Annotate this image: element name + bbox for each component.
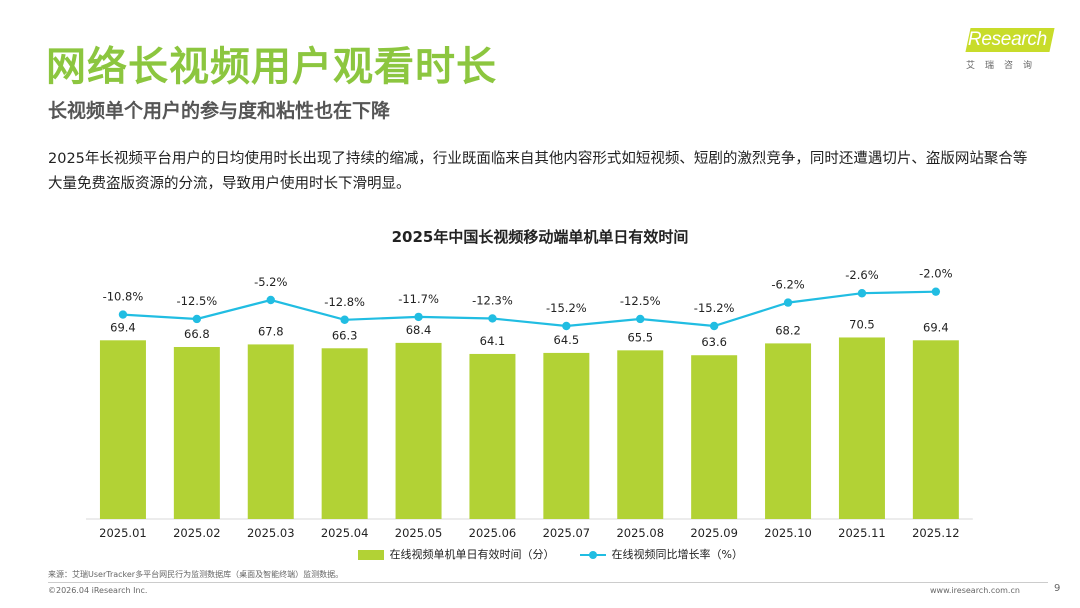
bar-2025.02: [173, 346, 220, 519]
x-tick-2025.06: 2025.06: [469, 526, 517, 540]
line-point-2025.07: [562, 321, 571, 331]
x-tick-2025.11: 2025.11: [838, 526, 886, 540]
line-label-2025.08: -12.5%: [620, 294, 661, 308]
copyright: ©2026.04 iResearch Inc.: [48, 586, 148, 595]
line-label-2025.04: -12.8%: [324, 295, 365, 309]
x-tick-2025.10: 2025.10: [764, 526, 812, 540]
legend-line-swatch: [580, 550, 606, 560]
bar-label-2025.08: 65.5: [627, 330, 653, 344]
page-subtitle: 长视频单个用户的参与度和粘性也在下降: [48, 100, 391, 122]
legend-bar-swatch: [358, 550, 384, 560]
line-label-2025.03: -5.2%: [254, 275, 287, 289]
line-label-2025.06: -12.3%: [472, 293, 513, 307]
line-point-2025.08: [636, 314, 645, 324]
bar-label-2025.12: 69.4: [923, 320, 949, 334]
bar-2025.06: [469, 353, 516, 519]
line-point-2025.11: [857, 289, 867, 298]
x-tick-2025.12: 2025.12: [912, 526, 960, 540]
x-tick-2025.02: 2025.02: [173, 526, 221, 540]
bar-2025.08: [617, 350, 664, 519]
bar-2025.07: [543, 352, 590, 519]
line-label-2025.11: -2.6%: [845, 268, 878, 282]
chart-legend: 在线视频单机单日有效时间（分） 在线视频同比增长率（%）: [358, 546, 765, 562]
body-paragraph: 2025年长视频平台用户的日均使用时长出现了持续的缩减，行业既面临来自其他内容形…: [48, 151, 1028, 192]
bar-label-2025.07: 64.5: [554, 333, 580, 347]
x-tick-2025.07: 2025.07: [543, 526, 591, 540]
bar-2025.03: [247, 344, 294, 519]
logo-cn-text: 艾瑞咨询: [966, 61, 1043, 71]
growth-line: [122, 290, 936, 328]
line-point-2025.01: [118, 310, 128, 319]
chart-title: 2025年中国长视频移动端单机单日有效时间: [391, 228, 689, 246]
line-label-2025.07: -15.2%: [546, 301, 587, 315]
line-label-2025.01: -10.8%: [103, 290, 144, 304]
bar-2025.01: [99, 340, 146, 519]
bar-label-2025.04: 66.3: [332, 328, 358, 342]
x-tick-2025.08: 2025.08: [616, 526, 664, 540]
line-point-2025.09: [709, 321, 719, 331]
bar-label-2025.06: 64.1: [480, 334, 506, 348]
line-point-2025.12: [931, 287, 941, 296]
iresearch-logo: iResearch 艾瑞咨询: [962, 26, 1062, 74]
line-point-2025.05: [414, 312, 423, 322]
legend-item-bar: 在线视频单机单日有效时间（分）: [358, 546, 555, 562]
line-point-2025.02: [192, 314, 202, 324]
x-tick-2025.04: 2025.04: [321, 526, 369, 540]
bar-2025.12: [912, 340, 959, 519]
bar-label-2025.05: 68.4: [406, 323, 432, 337]
bar-label-2025.01: 69.4: [110, 320, 136, 334]
bar-2025.11: [838, 337, 885, 519]
x-tick-2025.01: 2025.01: [99, 526, 147, 540]
bar-label-2025.03: 67.8: [258, 324, 284, 338]
line-point-2025.10: [783, 298, 793, 307]
bar-2025.04: [321, 348, 368, 519]
line-label-2025.10: -6.2%: [771, 278, 804, 292]
website-link[interactable]: www.iresearch.com.cn: [930, 586, 1020, 595]
bar-2025.05: [395, 342, 442, 519]
bar-label-2025.10: 68.2: [775, 323, 801, 337]
bar-label-2025.09: 63.6: [701, 335, 727, 349]
line-label-2025.12: -2.0%: [919, 267, 952, 281]
footer-divider: [48, 582, 1048, 583]
page-number: 9: [1054, 583, 1061, 594]
x-tick-2025.05: 2025.05: [395, 526, 443, 540]
line-label-2025.09: -15.2%: [694, 301, 735, 315]
bar-label-2025.11: 70.5: [849, 317, 875, 331]
line-point-2025.06: [488, 314, 497, 323]
bar-label-2025.02: 66.8: [184, 327, 210, 341]
logo-brand: iResearch: [964, 29, 1047, 50]
x-tick-2025.03: 2025.03: [247, 526, 295, 540]
bar-2025.09: [691, 355, 738, 519]
bar-2025.10: [765, 343, 812, 519]
line-label-2025.02: -12.5%: [177, 294, 218, 308]
line-point-2025.03: [266, 295, 275, 305]
line-point-2025.04: [340, 315, 349, 324]
legend-line-label: 在线视频同比增长率（%）: [611, 548, 743, 561]
page-title: 网络长视频用户观看时长: [46, 44, 497, 90]
source-note: 来源：艾瑞UserTracker多平台网民行为监测数据库（桌面及智能终端）监测数…: [48, 570, 344, 579]
legend-item-line: 在线视频同比增长率（%）: [580, 546, 743, 562]
line-label-2025.05: -11.7%: [398, 292, 439, 306]
x-tick-2025.09: 2025.09: [690, 526, 738, 540]
legend-bar-label: 在线视频单机单日有效时间（分）: [389, 548, 555, 561]
